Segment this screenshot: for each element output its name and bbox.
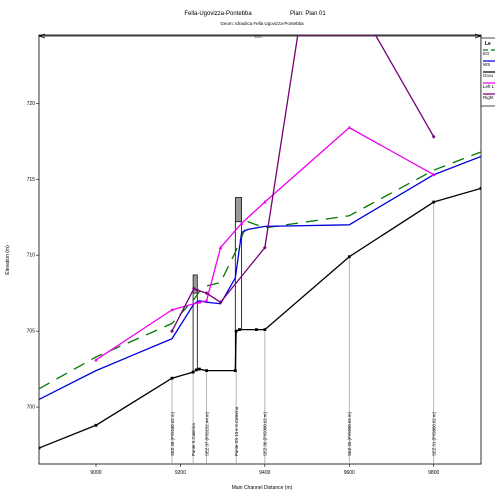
y-tick-label: 710: [27, 253, 36, 259]
legend-label-rightlevee: Right: [483, 95, 494, 100]
left-levee-point: [204, 298, 209, 303]
plot-frame: [38, 34, 482, 465]
right-levee-point: [195, 288, 200, 293]
ground-point: [263, 328, 267, 332]
series-line-rightlevee: [171, 35, 435, 332]
reach-arrow-left: [37, 33, 46, 39]
bridge-deck: [234, 197, 242, 223]
x-tick-label: 9400: [259, 470, 270, 476]
legend-label-eg: EG: [483, 51, 490, 56]
chart-subtitle: Geom: Idraulica Fella Ugovizza-Pontebba: [220, 21, 304, 26]
cross-section-label: SEZ 37 (P!/9232.44 m): [204, 411, 209, 456]
x-tick-label: 9600: [344, 470, 355, 476]
right-levee-point: [431, 134, 436, 139]
ground-point: [233, 369, 237, 373]
series-line-ws: [39, 155, 481, 401]
ground-point: [198, 367, 201, 371]
ground-point: [195, 368, 198, 372]
right-levee-point: [170, 329, 174, 334]
ground-point: [255, 328, 258, 332]
x-tick-label: 9800: [428, 470, 439, 476]
cross-section-label: Ponte SS 13 e S.Caterina: [234, 406, 239, 456]
x-axis-label: Main Channel Distance (m): [232, 485, 293, 491]
legend-items: EG WS Grou Left L Right: [483, 49, 495, 100]
y-tick-label: 715: [27, 177, 36, 183]
cross-section-label: SEZ 35 (P!/9590.62 m): [347, 411, 352, 456]
x-tick-label: 9200: [175, 470, 186, 476]
ground-point: [94, 423, 98, 427]
left-levee-point: [347, 125, 352, 130]
reach-arrow-right: [474, 33, 483, 39]
plot-content: SEZ 38 (P!/9180.62 m) Ponte S.Caterina SEZ…: [39, 35, 481, 464]
y-tick-label: 700: [27, 405, 36, 411]
cross-section-label: SEZ 38 (P!/9180.62 m): [170, 411, 175, 456]
legend: Le EG WS Grou Left L Right: [480, 37, 495, 107]
series-line-eg: [39, 151, 481, 390]
left-levee-point: [197, 300, 202, 304]
cross-section-label: SEZ 36 (P!/9380.62 m): [263, 411, 268, 456]
legend-label-ws: WS: [483, 62, 490, 67]
left-levee-point: [263, 200, 267, 204]
ground-point: [238, 328, 241, 332]
right-levee-point: [192, 286, 196, 291]
reach-marker-label: CCI: [255, 34, 262, 39]
y-tick-label: 705: [27, 329, 36, 335]
ground-point: [479, 186, 481, 190]
right-levee-point: [263, 245, 267, 250]
bridge-deck: [192, 274, 198, 294]
left-levee-point: [431, 172, 436, 177]
ground-point: [170, 376, 174, 380]
y-axis-label: Elevation (m): [5, 245, 11, 275]
ground-point: [234, 329, 238, 333]
legend-label-leftlevee: Left L: [483, 84, 495, 89]
ground-point: [432, 200, 436, 204]
legend-title: Le: [485, 41, 491, 47]
x-tick-label: 9000: [90, 470, 101, 476]
ground-point: [191, 370, 195, 374]
legend-label-ground: Grou: [483, 73, 494, 78]
cross-section-label: SEZ 31 (P!/9800.62 m): [432, 411, 437, 456]
ground-point: [39, 446, 41, 450]
left-levee-point: [218, 245, 223, 250]
ground-point: [347, 255, 351, 259]
left-levee-point: [94, 357, 98, 362]
chart-title: Fella-Ugovizza-Pontebba: [184, 11, 252, 17]
ground-point: [205, 369, 208, 373]
left-levee-point: [170, 307, 174, 312]
plan-label: Plan: Plan 01: [290, 11, 326, 17]
right-levee-point: [204, 291, 209, 296]
right-levee-point: [218, 300, 223, 305]
cross-section-label: Ponte S.Caterina: [191, 423, 196, 456]
y-tick-label: 720: [27, 101, 36, 107]
left-levee-point: [239, 221, 244, 225]
